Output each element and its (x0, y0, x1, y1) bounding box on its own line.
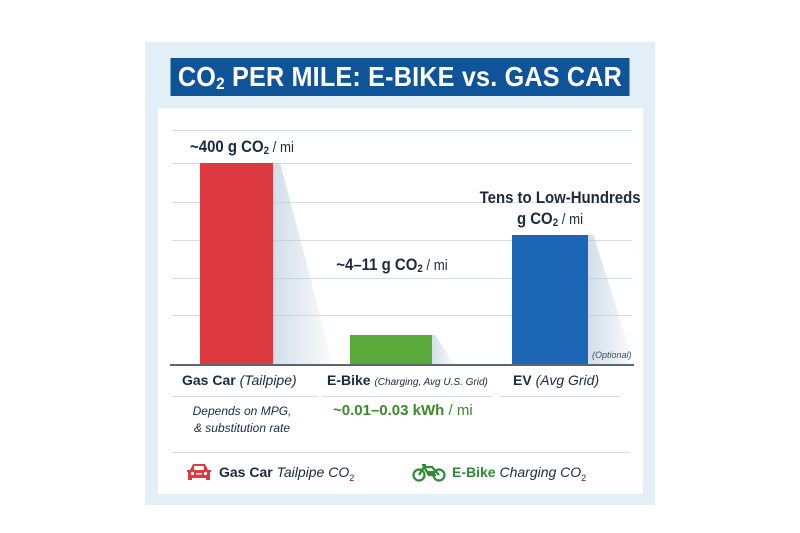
bar-ebike (350, 335, 432, 364)
divider (500, 396, 620, 397)
category-ebike: E-Bike (Charging, Avg U.S. Grid) (327, 372, 488, 388)
bar-gas-car (200, 163, 273, 364)
gridline (172, 163, 632, 164)
value-label-gas: ~400 g CO2 / mi (190, 137, 294, 157)
car-icon (185, 462, 213, 485)
chart-title: CO2 PER MILE: E-BIKE vs. GAS CAR (170, 58, 630, 96)
legend-divider (172, 452, 630, 453)
category-gas-car: Gas Car (Tailpipe) (182, 372, 297, 388)
ebike-kwh-note: ~0.01–0.03 kWh / mi (333, 402, 473, 419)
divider (172, 396, 318, 397)
gridline (172, 202, 632, 203)
gas-note: Depends on MPG, & substitution rate (192, 404, 292, 435)
bar-ev (512, 235, 588, 364)
optional-note: (Optional) (592, 350, 632, 360)
gridline (172, 130, 632, 131)
bicycle-icon (412, 462, 446, 485)
gridline (172, 315, 632, 316)
value-label-ebike: ~4–11 g CO2 / mi (336, 255, 448, 275)
gridline (172, 278, 632, 279)
divider (322, 396, 492, 397)
category-ev: EV (Avg Grid) (513, 372, 600, 388)
legend-ebike: E-Bike Charging CO2 (412, 462, 586, 485)
value-label-ev: Tens to Low-Hundreds g CO2 / mi (479, 188, 641, 229)
gridline (172, 240, 632, 241)
legend-gas-car: Gas Car Tailpipe CO2 (185, 462, 354, 485)
x-axis (170, 364, 634, 366)
